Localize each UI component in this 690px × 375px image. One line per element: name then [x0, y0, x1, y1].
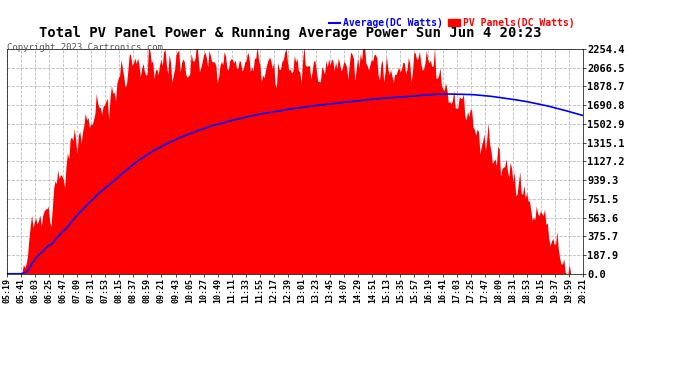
Text: Total PV Panel Power & Running Average Power Sun Jun 4 20:23: Total PV Panel Power & Running Average P…: [39, 26, 541, 40]
Legend: Average(DC Watts), PV Panels(DC Watts): Average(DC Watts), PV Panels(DC Watts): [325, 14, 578, 32]
Text: Copyright 2023 Cartronics.com: Copyright 2023 Cartronics.com: [7, 43, 163, 52]
